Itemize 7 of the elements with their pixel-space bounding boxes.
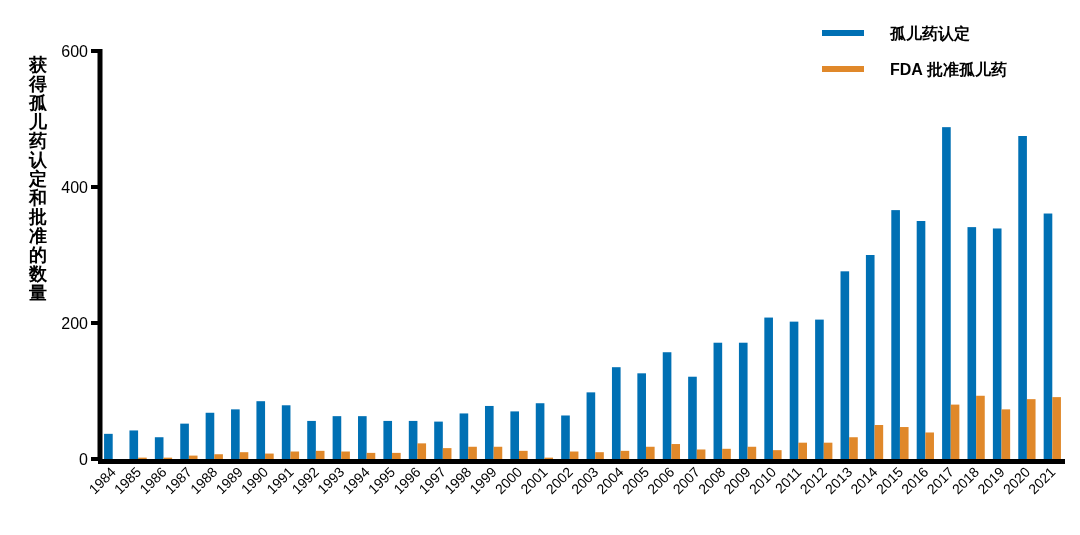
y-tick-label: 400 xyxy=(61,179,89,196)
y-tick-label: 200 xyxy=(61,315,89,332)
legend-label: 孤儿药认定 xyxy=(889,25,970,42)
legend-label: FDA 批准孤儿药 xyxy=(890,61,1007,78)
text: 获得孤儿药认定和批准的数量 xyxy=(29,55,47,303)
y-tick-label: 600 xyxy=(61,43,89,60)
y-tick-label: 0 xyxy=(79,451,89,468)
